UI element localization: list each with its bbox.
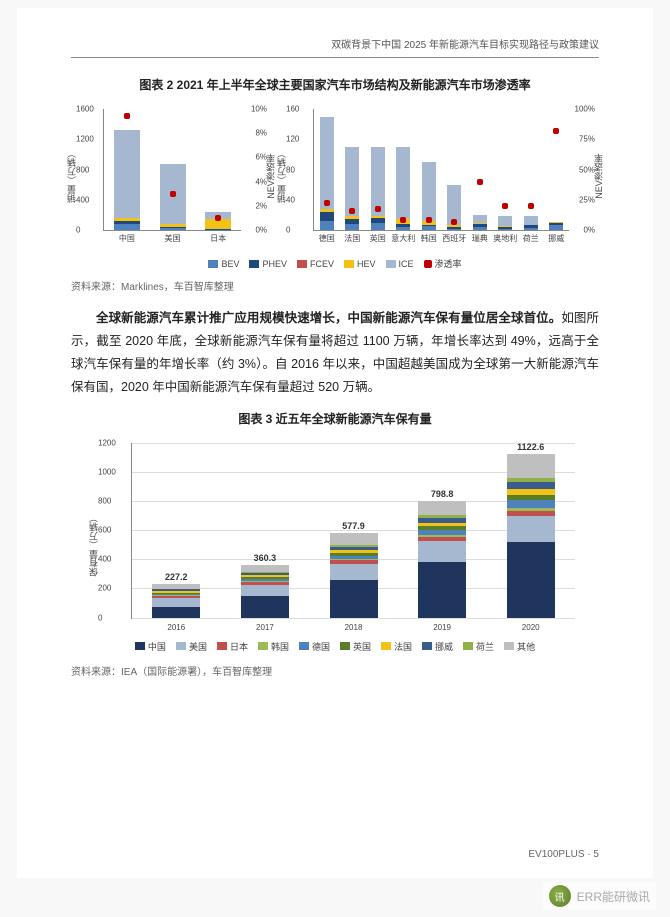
chart2-right-plot: 040801201600%25%50%75%100%德国法国英国意大利韩国西班牙… (313, 109, 569, 231)
chart3-plot: 0200400600800100012002016227.22017360.32… (131, 443, 575, 619)
page-footer: EV100PLUS · 5 (528, 849, 599, 860)
chart3-ylabel: 保有量（万辆） (87, 513, 100, 576)
chart3: 保有量（万辆） 0200400600800100012002016227.220… (85, 435, 585, 655)
chart2-title: 图表 2 2021 年上半年全球主要国家汽车市场结构及新能源汽车市场渗透率 (71, 76, 599, 93)
chart2-right: 销量（万辆） NEV渗透率 040801201600%25%50%75%100%… (281, 101, 599, 251)
chart3-source: 资料来源：IEA（国际能源署），车百智库整理 (71, 663, 599, 678)
document-page: 双碳背景下中国 2025 年新能源汽车目标实现路径与政策建议 图表 2 2021… (17, 8, 653, 878)
chart2-right-y2label: NEV渗透率 (592, 153, 605, 199)
chart2-legend: BEVPHEVFCEVHEVICE渗透率 (71, 257, 599, 270)
chart3-legend: 中国美国日本韩国德国英国法国挪威荷兰其他 (85, 640, 585, 653)
chart3-title: 图表 3 近五年全球新能源汽车保有量 (71, 410, 599, 427)
watermark-text: ERR能研微讯 (577, 888, 650, 905)
chart2-left-plot: 0400800120016000%2%4%6%8%10%中国美国日本 (103, 109, 241, 231)
page-header: 双碳背景下中国 2025 年新能源汽车目标实现路径与政策建议 (71, 36, 599, 58)
chart2-source: 资料来源：Marklines，车百智库整理 (71, 278, 599, 293)
chart2-row: 销量（万辆） NEV渗透率 0400800120016000%2%4%6%8%1… (71, 101, 599, 251)
watermark-icon: 讯 (549, 885, 571, 907)
body-paragraph: 全球新能源汽车累计推广应用规模快速增长，中国新能源汽车保有量位居全球首位。如图所… (71, 307, 599, 400)
watermark: 讯 ERR能研微讯 (543, 883, 656, 909)
chart2-left: 销量（万辆） NEV渗透率 0400800120016000%2%4%6%8%1… (71, 101, 271, 251)
paragraph-bold: 全球新能源汽车累计推广应用规模快速增长，中国新能源汽车保有量位居全球首位。 (96, 311, 561, 325)
